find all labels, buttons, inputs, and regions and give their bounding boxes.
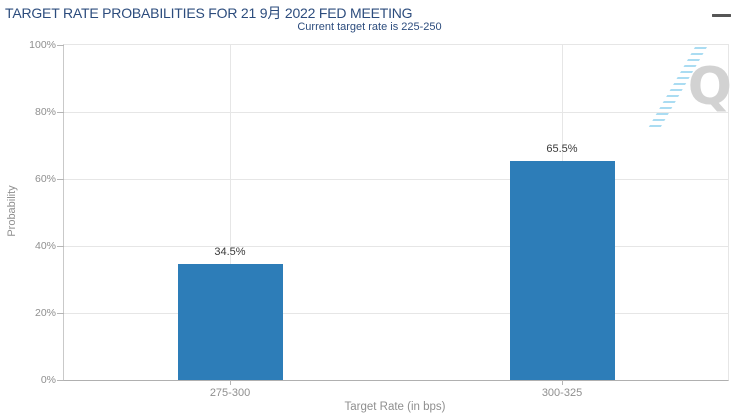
bar-value-label: 65.5% [546,142,578,155]
chart-bar[interactable] [177,264,283,380]
x-axis-title: Target Rate (in bps) [344,401,446,413]
y-axis-tick [57,45,64,46]
gridline [230,45,231,380]
quandl-q-logo-icon: Q [687,57,732,117]
y-tick-label: 60% [34,173,56,185]
y-axis-title: Probability [6,185,18,237]
x-tick-label: 300-325 [541,387,583,399]
y-axis-tick [57,179,64,180]
gridline [64,179,728,180]
chart-title: TARGET RATE PROBABILITIES FOR 21 9月 2022… [5,5,413,21]
y-tick-label: 20% [34,307,56,319]
y-tick-label: 0% [40,374,56,386]
y-axis-tick [57,380,64,381]
y-axis-tick [57,112,64,113]
x-tick-label: 275-300 [209,387,251,399]
hamburger-bar [712,13,731,17]
y-axis-tick [57,246,64,247]
y-axis-tick [57,313,64,314]
bar-value-label: 34.5% [214,246,246,259]
x-axis-tick [562,380,563,385]
chart-bar[interactable] [509,160,615,380]
y-tick-label: 80% [34,106,56,118]
gridline [64,246,728,247]
plot-area: Q 0% 20% 40% 60% 80% 100% 34.5% 275-300 65.5% 300… [29,39,732,399]
y-tick-label: 40% [34,240,56,252]
gridline [64,313,728,314]
y-tick-label: 100% [29,39,56,51]
hamburger-menu-icon[interactable] [712,5,731,19]
x-axis-tick [230,380,231,385]
gridline [64,112,728,113]
chart-subtitle: Current target rate is 225-250 [297,21,442,33]
